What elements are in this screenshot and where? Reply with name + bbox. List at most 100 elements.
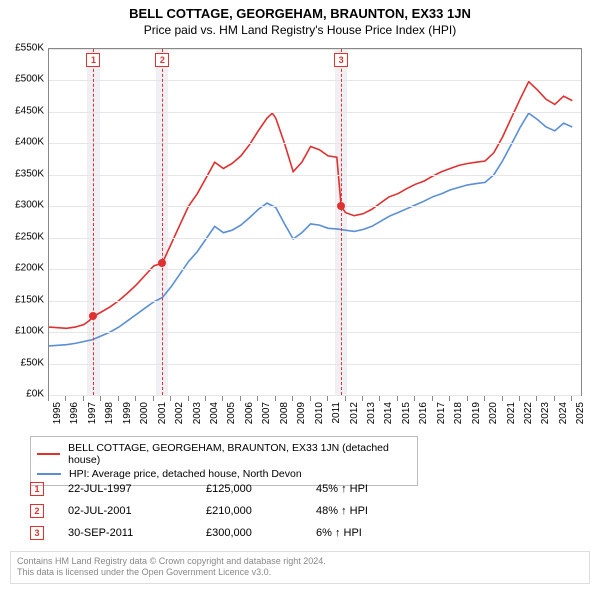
- chart-container: BELL COTTAGE, GEORGEHAM, BRAUNTON, EX33 …: [0, 0, 600, 590]
- x-tick-label: 2006: [244, 402, 255, 424]
- title-block: BELL COTTAGE, GEORGEHAM, BRAUNTON, EX33 …: [0, 0, 600, 37]
- footer-line: This data is licensed under the Open Gov…: [17, 567, 583, 579]
- x-tick: [519, 396, 520, 401]
- event-row-pct: 6% ↑ HPI: [316, 527, 416, 539]
- event-marker-line: [93, 49, 94, 395]
- legend-row: BELL COTTAGE, GEORGEHAM, BRAUNTON, EX33 …: [37, 441, 411, 467]
- x-tick-label: 2008: [279, 402, 290, 424]
- event-row: 122-JUL-1997£125,00045% ↑ HPI: [30, 478, 416, 500]
- footer-attribution: Contains HM Land Registry data © Crown c…: [10, 551, 590, 584]
- event-badge: 1: [86, 53, 100, 67]
- y-tick-label: £400K: [15, 137, 44, 148]
- x-tick: [292, 396, 293, 401]
- x-tick-label: 2021: [506, 402, 517, 424]
- events-table: 122-JUL-1997£125,00045% ↑ HPI 2 02-JUL-200…: [30, 478, 416, 544]
- x-tick: [170, 396, 171, 401]
- event-marker-line: [341, 49, 342, 395]
- x-tick: [275, 396, 276, 401]
- series-line-2: [49, 113, 572, 346]
- x-tick-label: 2023: [540, 402, 551, 424]
- x-tick-label: 2011: [331, 402, 342, 424]
- x-tick-label: 2018: [453, 402, 464, 424]
- x-tick-label: 1999: [122, 402, 133, 424]
- y-tick-label: £500K: [15, 74, 44, 85]
- x-tick: [205, 396, 206, 401]
- x-tick: [379, 396, 380, 401]
- event-row-date: 30-SEP-2011: [68, 527, 206, 539]
- y-tick-label: £150K: [15, 294, 44, 305]
- chart-subtitle: Price paid vs. HM Land Registry's House …: [0, 23, 600, 37]
- x-tick-label: 2010: [314, 402, 325, 424]
- x-tick: [83, 396, 84, 401]
- legend-label-1: BELL COTTAGE, GEORGEHAM, BRAUNTON, EX33 …: [68, 442, 411, 466]
- series-line-1: [49, 82, 572, 329]
- event-dot: [158, 259, 166, 267]
- x-tick-label: 2012: [349, 402, 360, 424]
- x-tick: [554, 396, 555, 401]
- x-tick: [100, 396, 101, 401]
- x-tick-label: 1998: [104, 402, 115, 424]
- x-tick-label: 2015: [401, 402, 412, 424]
- x-tick: [432, 396, 433, 401]
- event-badge: 2: [155, 53, 169, 67]
- x-tick-label: 2002: [174, 402, 185, 424]
- x-tick: [118, 396, 119, 401]
- gridline: [49, 49, 581, 50]
- x-tick-label: 2019: [471, 402, 482, 424]
- gridline: [49, 238, 581, 239]
- gridline: [49, 143, 581, 144]
- event-row: 330-SEP-2011£300,0006% ↑ HPI: [30, 522, 416, 544]
- event-dot: [337, 202, 345, 210]
- x-tick-label: 2024: [558, 402, 569, 424]
- x-tick-label: 1997: [87, 402, 98, 424]
- y-tick-label: £200K: [15, 263, 44, 274]
- x-tick: [48, 396, 49, 401]
- x-tick: [188, 396, 189, 401]
- event-row-badge: 2: [30, 504, 44, 518]
- x-tick-label: 2001: [157, 402, 168, 424]
- legend-swatch-1: [37, 453, 60, 455]
- x-tick: [414, 396, 415, 401]
- x-axis: 1995199619971998199920002001200220032004…: [48, 396, 582, 436]
- x-tick-label: 2003: [192, 402, 203, 424]
- x-tick: [135, 396, 136, 401]
- x-tick-label: 2016: [418, 402, 429, 424]
- gridline: [49, 112, 581, 113]
- x-tick: [397, 396, 398, 401]
- x-tick-label: 2025: [575, 402, 586, 424]
- y-tick-label: £100K: [15, 326, 44, 337]
- plot-area: 123: [48, 48, 582, 396]
- x-tick: [345, 396, 346, 401]
- gridline: [49, 175, 581, 176]
- event-row-date: 02-JUL-2001: [68, 505, 206, 517]
- x-tick: [257, 396, 258, 401]
- x-tick: [222, 396, 223, 401]
- x-tick: [467, 396, 468, 401]
- x-tick: [240, 396, 241, 401]
- footer-line: Contains HM Land Registry data © Crown c…: [17, 556, 583, 568]
- y-tick-label: £550K: [15, 43, 44, 54]
- x-tick: [65, 396, 66, 401]
- gridline: [49, 269, 581, 270]
- x-tick-label: 2013: [366, 402, 377, 424]
- legend-swatch-2: [37, 473, 61, 475]
- x-tick: [449, 396, 450, 401]
- x-tick-label: 2014: [383, 402, 394, 424]
- x-tick: [310, 396, 311, 401]
- gridline: [49, 80, 581, 81]
- y-tick-label: £0K: [26, 389, 44, 400]
- chart-title: BELL COTTAGE, GEORGEHAM, BRAUNTON, EX33 …: [0, 6, 600, 21]
- x-tick-label: 2020: [488, 402, 499, 424]
- gridline: [49, 206, 581, 207]
- gridline: [49, 301, 581, 302]
- x-tick-label: 2017: [436, 402, 447, 424]
- x-tick-label: 2009: [296, 402, 307, 424]
- y-tick-label: £450K: [15, 105, 44, 116]
- x-tick: [327, 396, 328, 401]
- y-tick-label: £350K: [15, 168, 44, 179]
- event-row-pct: 45% ↑ HPI: [316, 483, 416, 495]
- event-row-price: £300,000: [206, 527, 316, 539]
- x-tick: [502, 396, 503, 401]
- event-row-pct: 48% ↑ HPI: [316, 505, 416, 517]
- x-tick-label: 1995: [52, 402, 63, 424]
